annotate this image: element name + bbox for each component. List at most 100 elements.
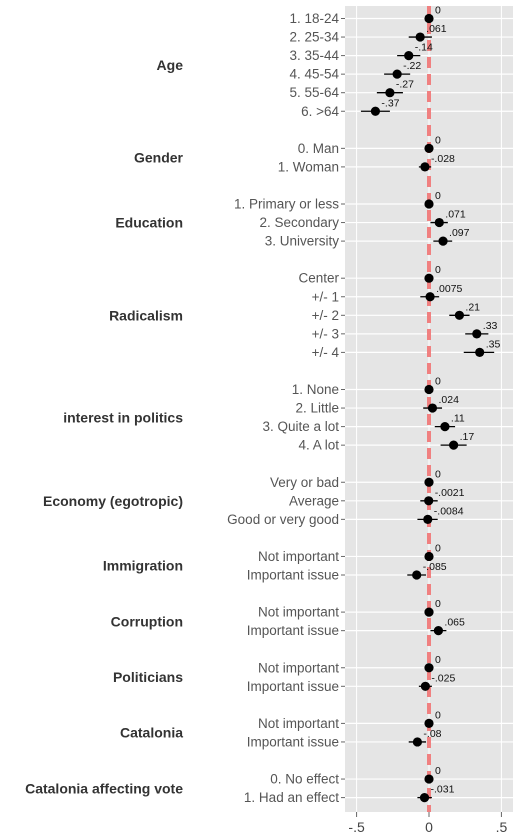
category-label: 2. 25-34	[289, 30, 339, 45]
value-label: 0	[435, 376, 441, 388]
category-label: 1. 18-24	[289, 11, 339, 26]
category-label: Center	[298, 271, 339, 286]
data-point	[420, 681, 430, 691]
category-label: 1. Primary or less	[234, 197, 339, 212]
group-label: Economy (egotropic)	[43, 493, 183, 509]
value-label: 0	[435, 654, 441, 666]
value-label: 0	[435, 765, 441, 777]
category-label: 1. None	[292, 382, 339, 397]
category-label: Important issue	[247, 679, 339, 694]
category-label: Important issue	[247, 734, 339, 749]
data-point	[424, 143, 434, 153]
x-tick-label: .5	[496, 819, 508, 835]
data-point	[433, 626, 444, 636]
category-label: 2. Little	[295, 401, 339, 416]
category-label: 3. 35-44	[289, 48, 339, 63]
value-label: 0	[435, 542, 441, 554]
category-label: Not important	[258, 716, 339, 731]
value-label: -.0084	[434, 505, 464, 517]
x-axis: -.5 0 .5	[341, 18, 508, 835]
value-label: .21	[465, 301, 480, 313]
value-label: -.22	[403, 60, 421, 72]
data-point	[472, 329, 482, 339]
value-label: 0	[435, 134, 441, 146]
value-label: -.031	[431, 784, 455, 796]
group-label: Gender	[134, 150, 184, 166]
data-point	[424, 477, 434, 487]
category-labels: 1. 18-24 2. 25-34 3. 35-44 4. 45-54 5. 55-64…	[227, 11, 339, 805]
value-label: .11	[451, 413, 465, 425]
category-label: Not important	[258, 605, 339, 620]
x-tick-label: -.5	[348, 819, 365, 835]
value-label: .17	[460, 431, 475, 443]
data-point	[424, 384, 434, 395]
category-label: 1. Woman	[278, 159, 339, 174]
value-label: .065	[444, 617, 465, 629]
value-label: -.025	[431, 672, 455, 684]
x-tick-label: 0	[425, 819, 433, 835]
data-point	[424, 496, 434, 506]
value-label: 0	[435, 264, 441, 276]
data-point	[370, 106, 381, 116]
category-label: Average	[289, 493, 339, 508]
category-label: 6. >64	[301, 104, 339, 119]
value-label: .071	[445, 209, 466, 221]
data-point	[424, 774, 434, 784]
value-label: -.0021	[435, 487, 465, 499]
category-label: 0. No effect	[270, 772, 339, 787]
category-label: 4. A lot	[298, 438, 339, 453]
data-point	[427, 403, 438, 413]
points	[370, 13, 485, 803]
category-label: +/- 1	[312, 289, 339, 304]
category-label: 0. Man	[298, 141, 339, 156]
group-label: Immigration	[103, 558, 183, 574]
value-label: 0	[435, 598, 441, 610]
category-label: +/- 4	[312, 345, 340, 360]
data-point	[449, 440, 459, 450]
group-labels: Age Gender Education Radicalism interest in …	[25, 57, 183, 796]
value-label: .097	[449, 227, 470, 239]
data-point	[423, 514, 433, 524]
value-labels: 0 .061 -.14 -.22 -.27 -.37 0 -.028 0 .071 .097 0 .00…	[381, 5, 500, 796]
value-label: .35	[486, 338, 501, 350]
category-label: +/- 2	[312, 308, 339, 323]
data-point	[424, 551, 434, 562]
data-point	[415, 32, 425, 42]
category-label: 2. Secondary	[259, 215, 339, 230]
category-label: 3. University	[265, 234, 340, 249]
data-point	[434, 217, 444, 228]
data-point	[420, 162, 430, 172]
category-label: Important issue	[247, 568, 339, 583]
value-label: -.37	[381, 97, 399, 109]
value-label: .33	[483, 320, 498, 332]
group-label: Education	[115, 215, 183, 231]
category-label: 5. 55-64	[289, 85, 339, 100]
group-label: Age	[157, 57, 184, 73]
value-label: 0	[435, 190, 441, 202]
data-point	[424, 663, 434, 673]
data-point	[392, 69, 402, 79]
group-label: Catalonia	[120, 725, 183, 741]
data-point	[385, 88, 395, 98]
category-label: Good or very good	[227, 512, 339, 527]
value-label: .061	[426, 23, 447, 35]
value-label: .024	[438, 394, 459, 406]
category-label: Not important	[258, 660, 339, 675]
data-point	[424, 607, 434, 617]
data-point	[438, 236, 448, 246]
category-label: 3. Quite a lot	[262, 419, 339, 434]
group-label: Catalonia affecting vote	[25, 780, 183, 796]
value-label: .0075	[436, 283, 462, 295]
value-label: -.028	[431, 153, 455, 165]
category-label: Very or bad	[270, 475, 339, 490]
value-label: -.085	[423, 561, 447, 573]
category-label: 4. 45-54	[289, 67, 339, 82]
data-point	[412, 737, 423, 747]
group-label: Corruption	[111, 613, 183, 629]
data-point	[475, 347, 485, 357]
value-label: -.08	[423, 728, 441, 740]
data-point	[424, 199, 434, 209]
data-point	[424, 273, 434, 283]
value-label: -.14	[415, 42, 433, 54]
category-label: Important issue	[247, 623, 339, 638]
